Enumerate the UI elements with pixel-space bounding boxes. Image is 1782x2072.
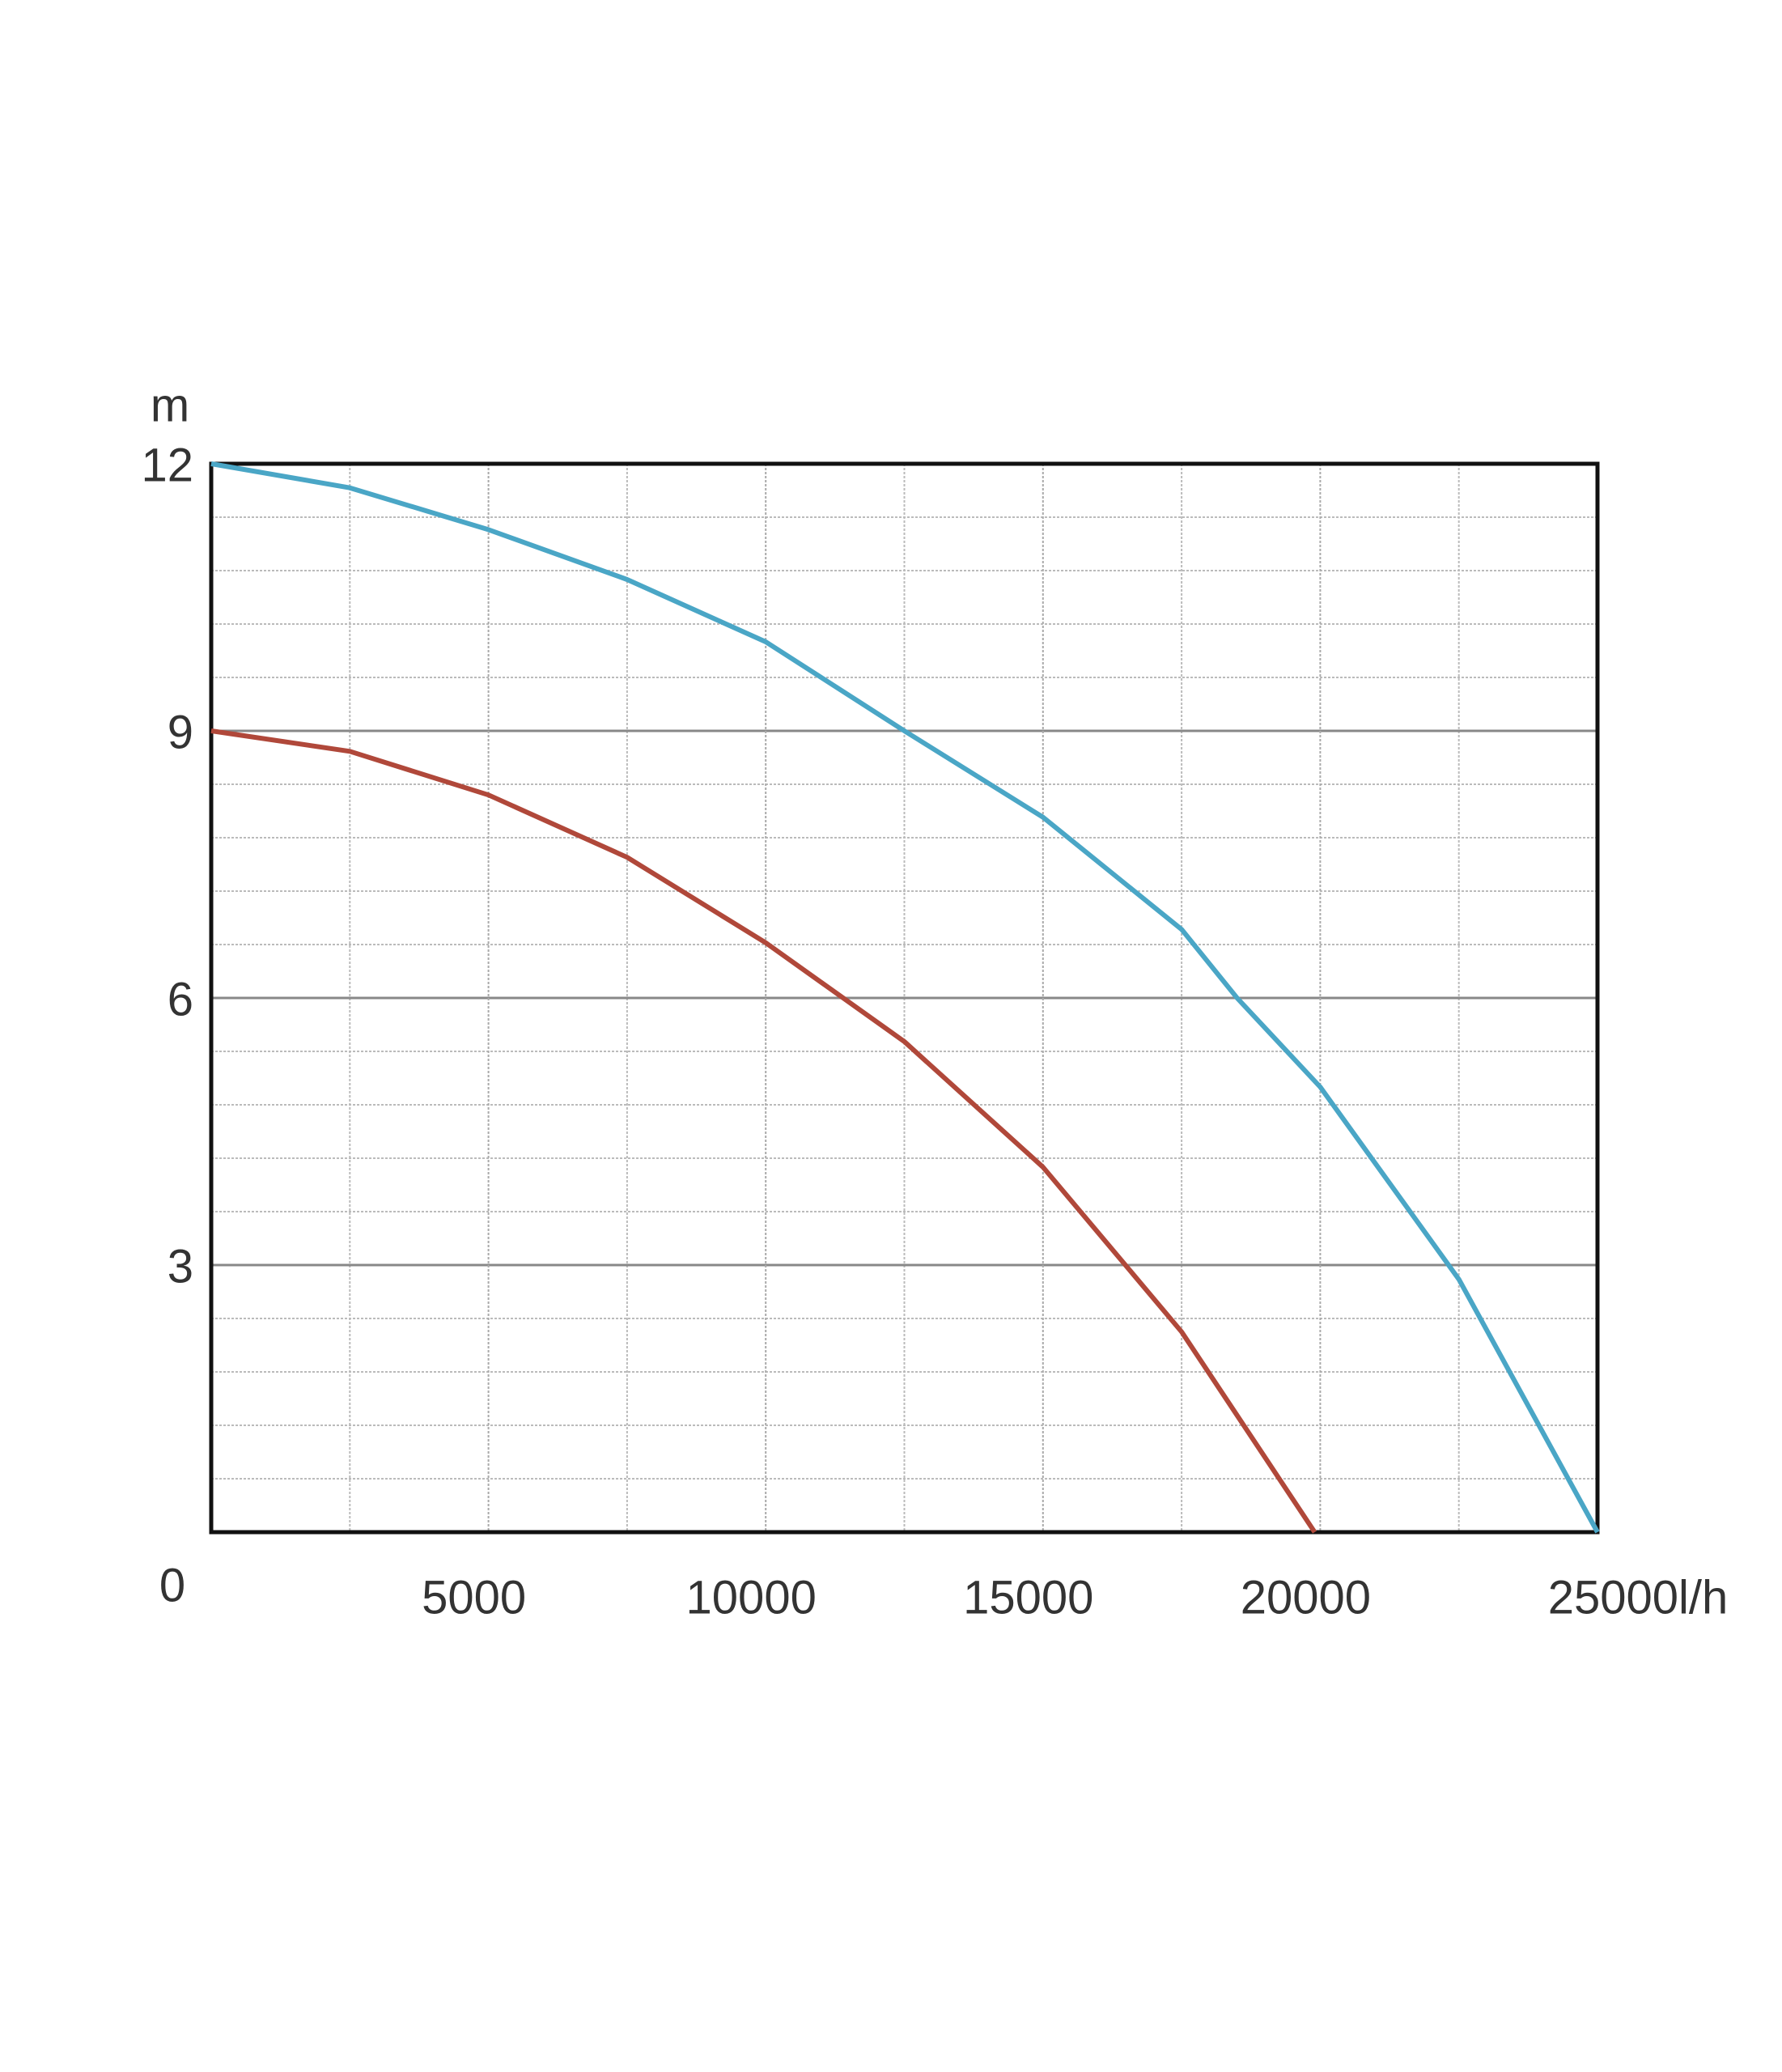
y-tick-label: 12 [141,439,193,491]
x-tick-label: 0 [159,1559,185,1611]
x-tick-label: 10000 [686,1571,817,1624]
x-tick-label: 5000 [422,1571,526,1624]
plot-frame [209,461,1600,1535]
y-tick-label: 3 [168,1240,193,1293]
y-tick-label: 9 [168,706,193,758]
x-tick-label: 15000 [963,1571,1093,1624]
y-tick-label: 6 [168,973,193,1025]
y-axis-label: m [151,379,189,431]
line [210,461,1600,1534]
x-tick-label: 20000 [1241,1571,1371,1624]
x-tick-label: 25000l/h [1548,1571,1729,1624]
line [210,728,1317,1534]
